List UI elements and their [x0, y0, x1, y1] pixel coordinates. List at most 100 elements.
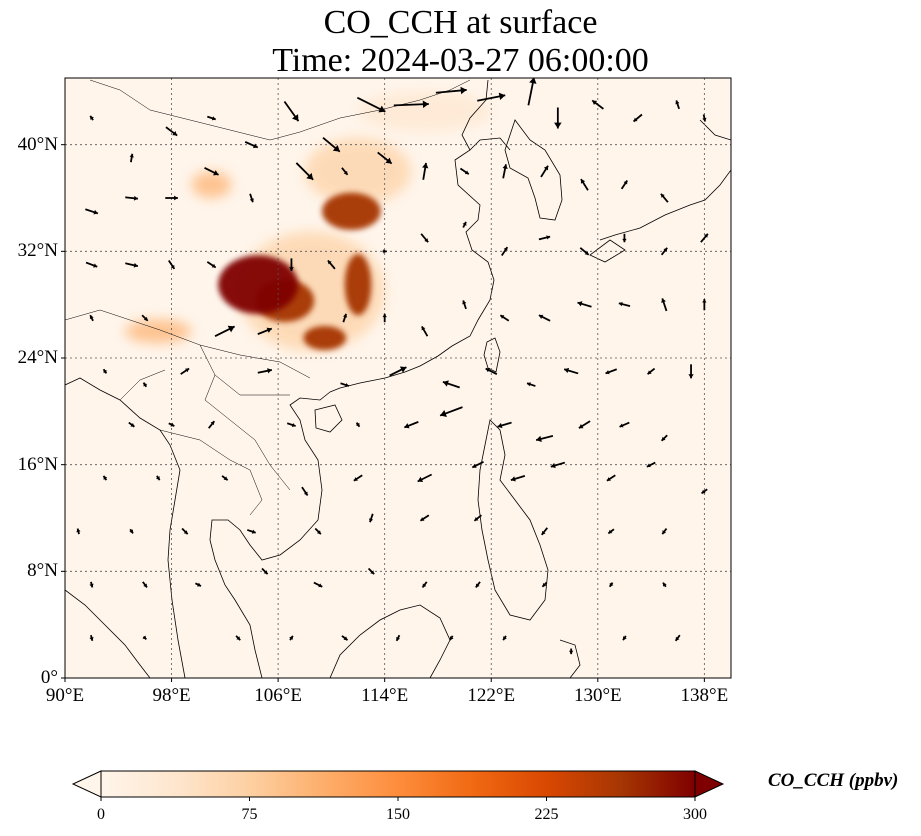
wind-arrow: [340, 382, 350, 388]
wind-arrow: [289, 258, 294, 271]
wind-arrow: [417, 473, 433, 483]
colorbar: [71, 770, 725, 801]
wind-arrow: [646, 461, 656, 468]
wind-arrow: [165, 126, 178, 137]
wind-arrow: [459, 167, 470, 175]
wind-arrow: [541, 527, 549, 536]
wind-arrow: [89, 314, 94, 322]
wind-arrow: [420, 233, 429, 243]
wind-arrow: [129, 153, 134, 163]
wind-arrow: [510, 475, 526, 482]
longitude-label: 114°E: [361, 685, 409, 706]
colorbar-tick-label: 75: [241, 806, 258, 823]
wind-arrow: [550, 461, 566, 469]
wind-arrow: [618, 301, 631, 307]
wind-arrow: [244, 141, 259, 149]
colorbar-tick-label: 225: [534, 806, 559, 823]
wind-arrow: [435, 86, 467, 95]
wind-arrow: [421, 581, 428, 589]
taiwan-coastline: [483, 337, 501, 373]
wind-arrow: [141, 314, 149, 322]
korea-coastline: [504, 119, 563, 221]
wind-arrow: [471, 461, 484, 469]
wind-arrow: [214, 325, 236, 338]
wind-arrow: [286, 422, 296, 428]
wind-arrow: [591, 99, 604, 110]
wind-arrow: [327, 259, 336, 270]
wind-arrow: [125, 195, 138, 201]
longitude-label: 90°E: [45, 685, 85, 706]
wind-arrow: [569, 648, 574, 655]
wind-arrow: [501, 246, 509, 257]
wind-arrow: [368, 513, 374, 523]
wind-arrow: [660, 434, 668, 442]
longitude-label: 130°E: [573, 685, 622, 706]
concentration-field: [124, 91, 492, 352]
wind-arrow: [462, 300, 467, 310]
latitude-label: 24°N: [17, 347, 58, 368]
gridlines: [65, 78, 731, 678]
wind-arrow: [181, 527, 189, 535]
concentration-blob: [344, 253, 372, 316]
axis-ticks: [61, 144, 705, 682]
wind-arrow: [475, 581, 481, 589]
wind-arrow: [155, 475, 161, 481]
wind-arrow: [165, 195, 178, 201]
wind-arrow: [142, 382, 148, 388]
wind-arrow: [622, 233, 627, 243]
colorbar-tick-label: 0: [97, 806, 105, 823]
wind-arrow: [395, 634, 401, 642]
wind-arrow: [249, 193, 254, 203]
longitude-label: 122°E: [467, 685, 516, 706]
wind-arrow: [76, 528, 81, 535]
wind-arrow: [578, 420, 591, 429]
wind-arrow: [382, 313, 387, 323]
map-title-line2: Time: 2024-03-27 06:00:00: [272, 42, 649, 79]
wind-arrow: [554, 107, 562, 129]
concentration-blob: [358, 91, 492, 132]
concentration-blob: [322, 192, 381, 230]
wind-arrow: [207, 115, 217, 121]
colorbar-gradient: [100, 770, 696, 798]
wind-arrow: [142, 581, 148, 589]
wind-arrow: [527, 78, 537, 106]
wind-arrow: [620, 179, 628, 190]
wind-arrow: [580, 178, 589, 191]
wind-arrow: [661, 298, 668, 312]
colorbar-tick-label: 150: [386, 806, 410, 823]
wind-arrow: [85, 261, 98, 268]
wind-arrow: [367, 567, 375, 575]
wind-arrow: [355, 422, 361, 428]
wind-arrow: [129, 528, 134, 534]
wind-arrow: [89, 581, 94, 588]
wind-arrow: [389, 366, 407, 377]
longitude-label: 98°E: [152, 685, 191, 706]
wind-arrow: [526, 382, 536, 387]
wind-arrow: [85, 208, 99, 215]
wind-arrow: [701, 488, 708, 495]
wind-arrow: [102, 368, 108, 374]
wind-arrow: [125, 262, 139, 268]
wind-arrow: [674, 634, 681, 642]
wind-arrow: [497, 421, 512, 429]
wind-arrow: [314, 527, 322, 535]
wind-arrow: [661, 527, 668, 535]
wind-arrow: [502, 164, 508, 179]
wind-arrow: [632, 113, 643, 123]
wind-arrow: [403, 421, 419, 429]
wind-arrow: [342, 313, 348, 323]
wind-arrow: [246, 529, 256, 534]
wind-arrow: [142, 635, 147, 641]
philippines-coastline: [477, 419, 549, 621]
longitude-label: 106°E: [254, 685, 302, 706]
wind-arrow: [439, 406, 463, 417]
wind-arrow: [477, 92, 506, 102]
wind-arrow: [619, 421, 630, 428]
map-frame: [64, 77, 732, 679]
wind-arrow: [442, 380, 460, 389]
colorbar-upper-extension: [694, 770, 725, 798]
colorbar-tick-label: 300: [683, 806, 707, 823]
wind-arrow: [206, 261, 217, 269]
wind-arrow: [702, 114, 707, 122]
wind-arrow: [499, 314, 510, 322]
